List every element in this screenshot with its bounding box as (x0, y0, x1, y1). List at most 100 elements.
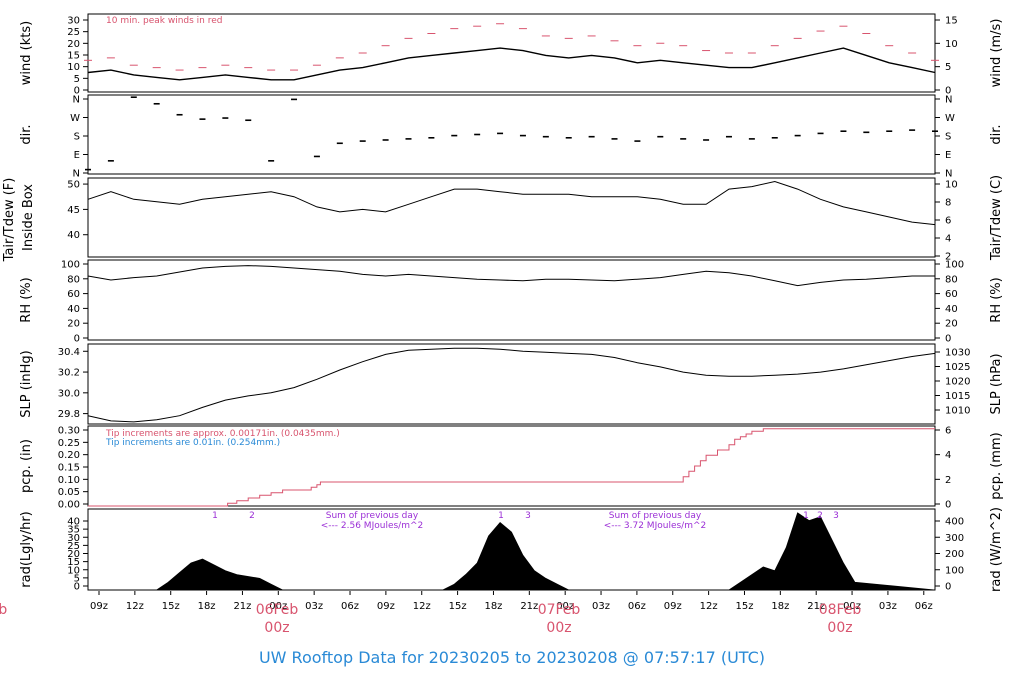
time-tick-label: 03z (879, 601, 897, 612)
rad-left-tick-label: 25 (67, 541, 80, 552)
slp-right-axis-label: SLP (hPa) (989, 353, 1004, 414)
rad-right-tick-label: 100 (945, 565, 964, 576)
dir-panel-frame (87, 94, 936, 175)
wind-right-tick-label: 5 (945, 62, 951, 73)
rh-right-tick-label: 60 (945, 289, 958, 300)
footer-end-date: 20230208 (536, 648, 618, 667)
pcp-panel-frame (87, 425, 936, 507)
time-tick-label: 15z (735, 601, 753, 612)
slp-panel-frame (87, 343, 936, 425)
time-tick-label: 18z (484, 601, 502, 612)
time-tick-label: 00z (556, 601, 574, 612)
rad-left-axis-label: rad(Lgly/hr) (19, 511, 34, 587)
rad-right-tick-label: 200 (945, 549, 964, 560)
wind-right-axis-label: wind (m/s) (989, 19, 1004, 88)
time-tick-label: 15z (449, 601, 467, 612)
dir-left-tick-label: N (73, 169, 80, 180)
time-tick-label: 06z (915, 601, 933, 612)
pcp-left-tick-label: 0.25 (58, 438, 80, 449)
rh-left-tick-label: 40 (67, 304, 80, 315)
dir-right-tick-label: W (945, 113, 955, 124)
rh-left-tick-label: 60 (67, 289, 80, 300)
time-tick-label: 03z (592, 601, 610, 612)
rad-left-tick-label: 5 (74, 573, 80, 584)
rad-marker-label: 1 (212, 511, 218, 521)
temp-right-tick-label: 10 (945, 180, 958, 191)
pcp-right-tick-label: 6 (945, 426, 951, 437)
slp-right-tick-label: 1030 (945, 348, 970, 359)
time-tick-label: 18z (771, 601, 789, 612)
time-tick-label: 12z (126, 601, 144, 612)
pcp-right-tick-label: 4 (945, 450, 951, 461)
rad-sum-title: Sum of previous day (609, 511, 702, 521)
pcp-left-tick-label: 0.20 (58, 450, 80, 461)
rh-right-tick-label: 80 (945, 274, 958, 285)
wind-left-axis-label: wind (kts) (19, 21, 34, 85)
rad-right-axis-label: rad (W/m^2) (989, 507, 1004, 592)
time-tick-label: 06z (628, 601, 646, 612)
time-tick-label: 00z (843, 601, 861, 612)
wind-left-tick-label: 15 (67, 51, 80, 62)
day-date-label: 07Feb (538, 602, 581, 618)
time-tick-label: 12z (413, 601, 431, 612)
dir-right-tick-label: E (945, 150, 951, 161)
rh-left-axis-label: RH (%) (19, 277, 34, 322)
temp-right-tick-label: 8 (945, 198, 951, 209)
rad-left-tick-label: 10 (67, 565, 80, 576)
time-tick-label: 03z (305, 601, 323, 612)
day-date-label: 05Feb (0, 602, 7, 618)
dir-left-tick-label: W (70, 113, 80, 124)
rad-left-tick-label: 30 (67, 533, 80, 544)
time-tick-label: 09z (664, 601, 682, 612)
rh-left-tick-label: 100 (61, 260, 80, 271)
slp-left-tick-label: 30.0 (58, 388, 80, 399)
relative-humidity-line (87, 265, 935, 287)
pcp-note-approx: Tip increments are approx. 0.00171in. (0… (105, 429, 340, 439)
rad-sum-title: Sum of previous day (326, 511, 419, 521)
time-tick-label: 21z (807, 601, 825, 612)
rh-left-tick-label: 80 (67, 274, 80, 285)
day-hour-label: 00z (264, 620, 289, 636)
rh-left-tick-label: 0 (74, 334, 80, 345)
day-date-label: 06Feb (256, 602, 299, 618)
time-tick-label: 00z (269, 601, 287, 612)
temp-panel-frame (87, 177, 936, 258)
temp-right-tick-label: 4 (945, 234, 951, 245)
time-tick-label: 21z (520, 601, 538, 612)
wind-left-tick-label: 30 (67, 16, 80, 27)
slp-left-tick-label: 29.8 (58, 409, 80, 420)
day-date-label: 08Feb (819, 602, 862, 618)
dir-right-axis-label: dir. (989, 124, 1004, 144)
dir-right-tick-label: S (945, 132, 951, 143)
rad-marker-label: 1 (803, 511, 809, 521)
wind-left-tick-label: 0 (74, 86, 80, 97)
rad-sum-value: <--- 3.72 MJoules/m^2 (604, 521, 706, 531)
wind-right-tick-label: 10 (945, 39, 958, 50)
rad-right-tick-label: 0 (945, 582, 951, 593)
pcp-right-tick-label: 0 (945, 500, 951, 511)
rh-right-axis-label: RH (%) (989, 277, 1004, 322)
sea-level-pressure-line (87, 347, 936, 423)
wind-left-tick-label: 25 (67, 27, 80, 38)
temp-left-tick-label: 40 (67, 230, 80, 241)
rh-right-tick-label: 0 (945, 334, 951, 345)
pcp-left-tick-label: 0.30 (58, 426, 80, 437)
dir-left-tick-label: E (74, 150, 80, 161)
rad-marker-label: 1 (498, 511, 504, 521)
pcp-note-exact: Tip increments are 0.01in. (0.254mm.) (105, 438, 280, 448)
day-hour-label: 00z (827, 620, 852, 636)
wind-right-tick-label: 15 (945, 16, 958, 27)
slp-left-tick-label: 30.2 (58, 368, 80, 379)
slp-right-tick-label: 1010 (945, 406, 970, 417)
wind-speed-line (87, 47, 936, 81)
temp-left-axis-label: Tair/Tdew (F) (2, 178, 17, 263)
wind-panel-frame (87, 13, 936, 93)
pcp-left-tick-label: 0.05 (58, 487, 80, 498)
rad-right-tick-label: 400 (945, 517, 964, 528)
pcp-left-axis-label: pcp. (in) (19, 439, 34, 493)
rad-marker-label: 2 (817, 511, 823, 521)
rh-left-tick-label: 20 (67, 319, 80, 330)
footer-timezone: (UTC) (720, 648, 766, 667)
rad-sum-value: <--- 2.56 MJoules/m^2 (321, 521, 423, 531)
